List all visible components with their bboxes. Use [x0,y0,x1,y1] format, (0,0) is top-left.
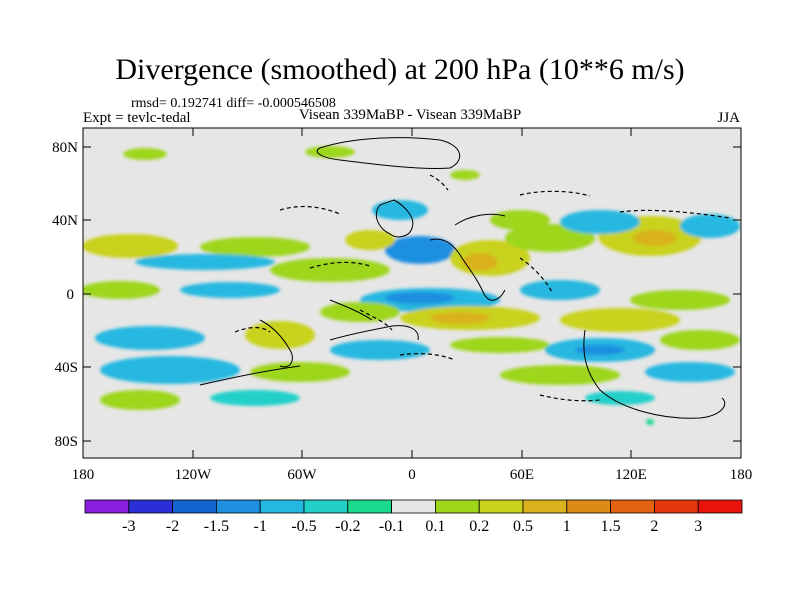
colorbar-swatch [610,499,655,514]
colorbar-label: 0.5 [513,518,533,535]
x-tick-label: 180 [72,467,95,483]
y-tick-label: 0 [67,287,75,303]
colorbar-label: -1 [254,518,267,535]
colorbar-swatch [128,499,174,514]
run-comparison-label: Visean 339MaBP - Visean 339MaBP [298,107,522,123]
colorbar: -3 -2 -1.5 -1 -0.5 -0.2 -0.1 0.1 0.2 0.5 1 1.5 2 3 [84,499,743,535]
colorbar-label: -0.1 [379,518,404,535]
field-contours [83,146,740,425]
colorbar-swatch [215,499,261,514]
rmsd-diff-stats: rmsd= 0.192741 diff= -0.000546508 [131,96,336,111]
x-tick-label: 120E [615,467,647,483]
colorbar-label: -1.5 [204,518,229,535]
colorbar-label: 3 [694,518,702,535]
colorbar-swatch [84,499,130,514]
colorbar-label: -0.5 [291,518,316,535]
experiment-label: Expt = tevlc-tedal [83,110,191,126]
coastlines [199,137,726,419]
colorbar-swatch [522,499,568,514]
colorbar-swatch [347,499,392,514]
colorbar-swatch [172,499,217,514]
y-tick-label: 40N [52,213,78,229]
y-tick-label: 80N [52,140,78,156]
x-tick-label: 120W [175,467,213,483]
season-label: JJA [717,110,740,126]
colorbar-swatch [478,499,524,514]
x-tick-label: 60E [510,467,534,483]
colorbar-swatch [566,499,611,514]
y-tick-label: 80S [55,434,78,450]
x-axis-ticks [82,128,742,458]
colorbar-label: 1.5 [601,518,621,535]
y-tick-label: 40S [55,360,78,376]
plot-title: Divergence (smoothed) at 200 hPa (10**6 … [115,53,685,86]
colorbar-swatch [259,499,305,514]
colorbar-label: 0.1 [425,518,445,535]
colorbar-label: -2 [166,518,179,535]
colorbar-swatch [391,499,436,514]
colorbar-label: -3 [122,518,135,535]
colorbar-label: 2 [650,518,658,535]
colorbar-label: 0.2 [469,518,489,535]
colorbar-swatch [434,499,480,514]
x-tick-label: 0 [408,467,416,483]
x-tick-label: 180 [730,467,753,483]
colorbar-swatch [303,499,349,514]
dashed-coastlines [234,174,731,402]
y-axis-ticks [83,146,741,442]
colorbar-swatch [654,499,699,514]
colorbar-label: 1 [563,518,571,535]
colorbar-swatch [697,499,743,514]
x-tick-label: 60W [287,467,317,483]
colorbar-label: -0.2 [335,518,360,535]
